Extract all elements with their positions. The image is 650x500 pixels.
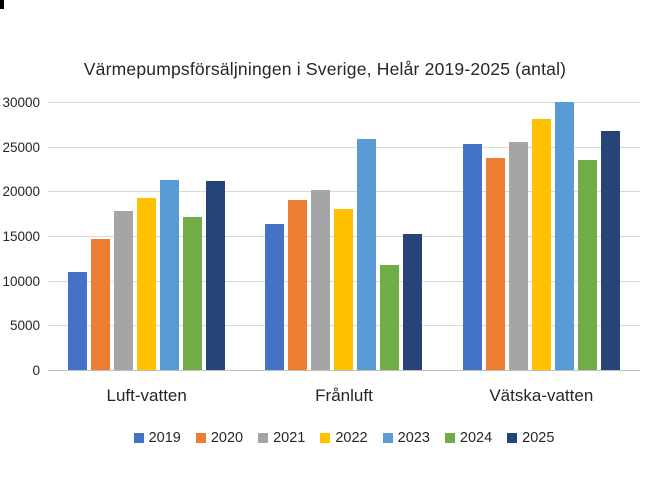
corner-artifact [0,0,4,9]
legend-swatch-2020 [195,433,206,443]
legend-swatch-2024 [444,433,455,443]
bar-2023-v-tska-vatten [554,102,574,370]
legend-item-2019: 2019 [133,430,181,446]
legend-swatch-2019 [133,433,144,443]
bar-2019-fr-nluft [265,223,285,370]
legend-label-2022: 2022 [335,430,368,446]
bar-2025-luft-vatten [206,180,226,370]
bar-group-fr-nluft [245,102,442,370]
y-tick-label-0: 0 [32,363,40,378]
category-axis-labels: Luft-vatten Frånluft Vätska-vatten [48,386,640,406]
bar-groups [48,102,640,370]
bar-2019-v-tska-vatten [462,144,482,370]
legend-item-2024: 2024 [444,430,493,446]
y-tick-label-10000: 10000 [2,273,40,289]
category-label-fr-nluft: Frånluft [315,386,373,405]
bar-group-v-tska-vatten [443,102,640,370]
bar-2019-luft-vatten [68,271,88,370]
legend-label-2023: 2023 [397,430,430,446]
bar-2024-v-tska-vatten [577,160,597,370]
gridline-25000 [48,146,640,148]
legend-item-2023: 2023 [382,430,430,446]
bar-2023-luft-vatten [160,179,180,370]
gridline-30000 [48,102,640,103]
legend-swatch-2021 [258,433,269,443]
bar-2021-fr-nluft [311,189,331,370]
legend-label-2019: 2019 [148,430,181,446]
legend-item-2025: 2025 [507,430,554,446]
legend-label-2024: 2024 [459,430,493,446]
bar-2021-v-tska-vatten [508,142,528,370]
bar-2025-fr-nluft [403,234,423,370]
legend-swatch-2022 [320,433,331,443]
legend-label-2021: 2021 [273,430,306,446]
legend-swatch-2025 [507,433,518,443]
y-tick-label-25000: 25000 [2,139,40,155]
bar-2025-v-tska-vatten [600,130,620,370]
y-tick-label-5000: 5000 [9,318,40,334]
bar-2020-v-tska-vatten [485,158,505,370]
x-axis-line [48,370,640,371]
bar-2020-fr-nluft [288,200,308,370]
legend-swatch-2023 [382,433,393,443]
bar-2021-luft-vatten [114,211,134,370]
bar-2024-luft-vatten [183,217,203,370]
bar-2022-fr-nluft [334,209,354,370]
y-tick-label-15000: 15000 [2,229,40,244]
bar-2022-luft-vatten [137,198,157,370]
legend-item-2022: 2022 [320,430,368,446]
legend: 2019 2020 2021 2022 2023 2024 2025 [48,430,640,446]
bar-2020-luft-vatten [91,238,111,370]
bar-2022-v-tska-vatten [531,118,551,370]
legend-item-2021: 2021 [258,430,305,446]
category-label-luft-vatten: Luft-vatten [106,386,187,405]
bar-group-luft-vatten [48,102,245,370]
legend-item-2020: 2020 [195,430,244,446]
legend-label-2025: 2025 [522,430,555,446]
plot-area [48,102,640,371]
gridline-20000 [48,191,640,193]
y-tick-label-30000: 30000 [2,95,40,110]
legend-label-2020: 2020 [210,430,244,446]
category-label-v-tska-vatten: Vätska-vatten [489,386,594,405]
chart-title: Värmepumpsförsäljningen i Sverige, Helår… [83,59,567,79]
y-tick-label-20000: 20000 [2,184,40,200]
bar-2024-fr-nluft [380,264,400,370]
bar-2023-fr-nluft [357,138,377,370]
